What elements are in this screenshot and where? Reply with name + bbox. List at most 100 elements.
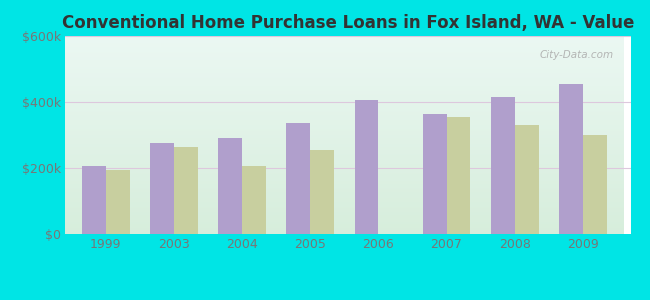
Bar [65, 89, 624, 90]
Bar [65, 168, 624, 169]
Bar [65, 126, 624, 127]
Bar [65, 188, 624, 190]
Bar [65, 133, 624, 134]
Bar [65, 83, 624, 85]
Bar [65, 185, 624, 187]
Bar [65, 128, 624, 129]
Bar [65, 224, 624, 225]
Bar [65, 110, 624, 111]
Bar [65, 226, 624, 227]
Bar [65, 162, 624, 163]
Bar [65, 225, 624, 226]
Bar [65, 172, 624, 174]
Bar [65, 45, 624, 46]
Bar [65, 210, 624, 211]
Bar [65, 49, 624, 50]
Bar [65, 107, 624, 108]
Bar [65, 222, 624, 223]
Bar [65, 196, 624, 197]
Bar [65, 88, 624, 89]
Bar [65, 145, 624, 146]
Bar [65, 157, 624, 158]
Bar [65, 102, 624, 103]
Bar [65, 117, 624, 118]
Bar [65, 209, 624, 210]
Bar [65, 106, 624, 107]
Bar [65, 95, 624, 96]
Bar [422, 113, 447, 234]
Bar [65, 108, 624, 109]
Bar [65, 38, 624, 39]
Bar [65, 67, 624, 68]
Bar [65, 215, 624, 216]
Bar [65, 58, 624, 59]
Bar [65, 135, 624, 136]
Bar [65, 54, 624, 55]
Bar [65, 56, 624, 57]
Bar [65, 144, 624, 145]
Bar [65, 85, 624, 86]
Bar [65, 216, 624, 217]
Bar [65, 163, 624, 164]
Bar [65, 63, 624, 64]
Bar [65, 123, 624, 124]
Bar [65, 211, 624, 212]
Bar [65, 174, 624, 175]
Bar [65, 198, 624, 199]
Bar [65, 223, 624, 224]
Bar [65, 164, 624, 165]
Bar [65, 170, 624, 171]
Bar [65, 39, 624, 40]
Bar [287, 124, 310, 234]
Bar [65, 160, 624, 161]
Bar [65, 51, 624, 52]
Bar [65, 232, 624, 233]
Bar [65, 86, 624, 88]
Bar [65, 118, 624, 119]
Bar [65, 138, 624, 139]
Bar [150, 143, 174, 234]
Bar [65, 42, 624, 43]
Bar [65, 111, 624, 112]
Bar [65, 50, 624, 51]
Bar [65, 167, 624, 168]
Bar [65, 205, 624, 206]
Bar [65, 150, 624, 151]
Bar [65, 85, 624, 86]
Bar [65, 131, 624, 132]
Bar [65, 60, 624, 61]
Bar [65, 149, 624, 150]
Bar [65, 231, 624, 232]
Bar [65, 46, 624, 47]
Bar [65, 79, 624, 80]
Bar [65, 125, 624, 126]
Bar [65, 184, 624, 185]
Bar [65, 53, 624, 54]
Bar [65, 207, 624, 208]
Bar [65, 43, 624, 44]
Bar [65, 146, 624, 147]
Bar [65, 166, 624, 167]
Bar [65, 190, 624, 191]
Bar [65, 227, 624, 228]
Bar [65, 36, 624, 37]
Bar [65, 199, 624, 200]
Bar [65, 230, 624, 231]
Bar [65, 165, 624, 166]
Bar [65, 100, 624, 101]
Bar [65, 204, 624, 205]
Bar [65, 214, 624, 215]
Bar [65, 233, 624, 234]
Bar [65, 218, 624, 219]
Bar [310, 150, 334, 234]
Title: Conventional Home Purchase Loans in Fox Island, WA - Value: Conventional Home Purchase Loans in Fox … [62, 14, 634, 32]
Bar [515, 125, 538, 234]
Bar [65, 121, 624, 122]
Bar [65, 55, 624, 56]
Bar [65, 80, 624, 82]
Bar [65, 69, 624, 70]
Bar [65, 228, 624, 229]
Bar [65, 152, 624, 153]
Bar [65, 141, 624, 142]
Bar [65, 99, 624, 100]
